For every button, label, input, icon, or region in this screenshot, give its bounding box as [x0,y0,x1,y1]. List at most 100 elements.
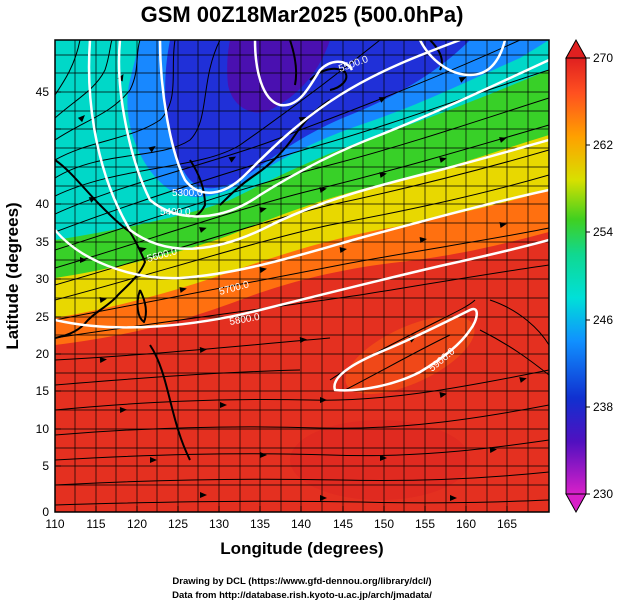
streamline [55,337,331,361]
contour-5600 [87,40,549,250]
wind-arrow [450,495,457,501]
wind-arrow [179,287,187,293]
x-tick-labels: 110 115 120 125 130 135 140 145 150 155 … [45,517,517,531]
wind-arrow [259,267,267,273]
wind-arrow [299,337,307,343]
x-tick-label: 120 [127,517,147,531]
wind-arrow [99,357,107,363]
streamline [55,40,113,119]
streamline [55,40,141,141]
y-tick-label: 35 [36,235,50,249]
coastline-kamchatka [429,40,443,71]
x-tick-label: 165 [497,517,517,531]
wind-arrow [320,495,327,501]
colorbar: 270 262 254 246 238 230 [565,38,613,514]
y-tick-label: 15 [36,384,50,398]
streamline [55,471,549,486]
y-tick-label: 20 [36,347,50,361]
y-axis-label: Latitude (degrees) [3,202,22,349]
wind-arrow [298,117,307,123]
streamline [55,439,549,461]
chart-title: GSM 00Z18Mar2025 (500.0hPa) [141,2,464,27]
wind-arrow [419,237,427,243]
contour-5500 [117,40,549,218]
y-tick-label: 5 [42,459,49,473]
streamline [55,264,549,339]
lat-lon-grid [55,40,549,512]
band-purple [227,40,330,113]
wind-arrow [260,452,267,458]
wind-arrow [80,257,87,263]
y-tick-label: 45 [36,85,50,99]
wind-arrow [499,137,507,143]
colorbar-tick-label: 246 [593,313,613,327]
y-tick-labels: 0 5 10 15 20 25 30 35 40 45 [36,85,50,519]
colorbar-ticks [586,57,590,495]
wind-arrow [200,492,207,498]
y-tick-label: 0 [42,505,49,519]
wind-arrow [77,115,85,123]
streamline [55,369,301,386]
coastline-sakhalin [289,40,298,86]
y-tick-label: 30 [36,272,50,286]
x-tick-label: 135 [250,517,270,531]
wind-arrow [320,397,327,403]
streamline [55,124,549,269]
coastline-hokkaido [309,67,348,91]
wind-arrow [319,187,327,193]
contour-5400 [158,40,461,194]
wind-arrow [220,402,227,408]
wind-streamlines [55,40,549,506]
x-axis-label: Longitude (degrees) [220,539,383,558]
contour-5800 [55,238,549,329]
contour-5700 [55,188,549,280]
streamline [55,404,549,436]
wind-arrows [77,73,527,501]
wind-arrow [458,77,467,83]
height-contours [55,40,549,392]
wind-arrow [439,392,447,398]
colorbar-tick-label: 254 [593,225,613,239]
contour-label-5300: 5300.0 [172,188,203,199]
streamline [55,40,176,161]
wind-arrow [379,172,387,178]
plot-area: 5300.0 5400.0 5500.0 5600.0 5700.0 5800.… [55,40,549,512]
x-tick-label: 130 [209,517,229,531]
wind-arrow [499,222,507,228]
y-axis-ticks [55,91,61,513]
x-tick-label: 150 [374,517,394,531]
x-tick-label: 160 [456,517,476,531]
wind-arrow [380,455,387,461]
streamline [55,40,381,197]
y-tick-label: 10 [36,422,50,436]
wind-arrow [199,227,207,233]
colorbar-bottom-arrow [565,493,587,514]
streamline [489,299,549,346]
streamline [344,334,451,391]
credit-data-source: Data from http://database.rish.kyoto-u.a… [172,590,432,601]
wind-arrow [148,145,156,153]
contour-label-5800: 5800.0 [229,312,261,328]
streamline [55,97,549,251]
streamline [55,499,549,506]
streamline [55,369,549,411]
x-tick-label: 145 [333,517,353,531]
wind-arrow [439,157,447,163]
wind-arrow [119,407,127,413]
streamline [55,40,81,96]
colorbar-tick-label: 238 [593,400,613,414]
colorbar-tick-label: 262 [593,138,613,152]
x-tick-label: 115 [86,517,105,531]
contour-5300 [253,40,354,107]
coastline-taiwan [136,289,147,323]
colorbar-top-arrow [565,38,587,59]
contour-5900 [333,307,478,392]
wind-arrow [519,377,527,383]
x-tick-label: 125 [168,517,188,531]
colorbar-body [565,57,587,495]
wind-arrow [99,297,107,303]
streamline [479,329,549,376]
wind-arrow [489,447,497,453]
x-tick-label: 140 [291,517,311,531]
